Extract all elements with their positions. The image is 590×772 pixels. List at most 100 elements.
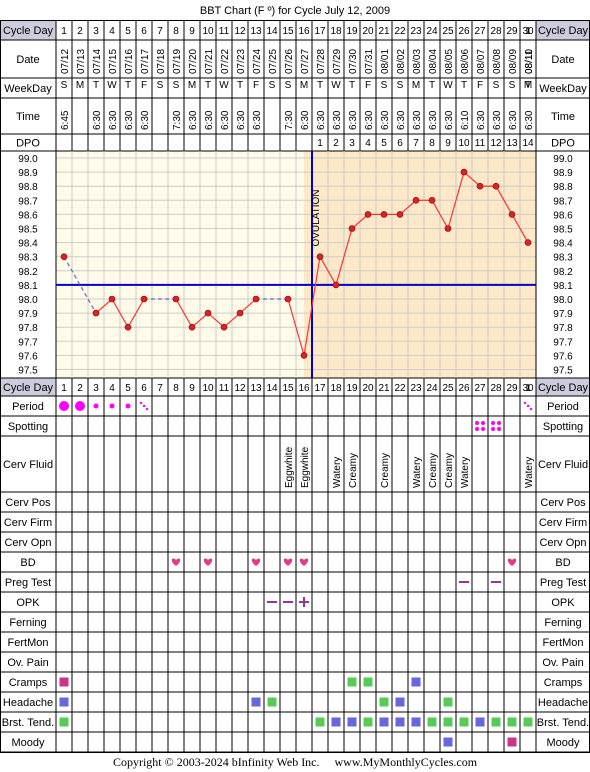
temp-point-day-17: [316, 253, 324, 261]
cycle-day-15: 15: [282, 26, 294, 37]
weekday-7: S: [157, 80, 164, 91]
brst_tend-mark-day-20: [363, 717, 373, 727]
bd-heart-day-10: [203, 558, 213, 566]
cycle-day-1: 1: [61, 26, 67, 37]
cycle-day-22: 22: [394, 26, 406, 37]
brst_tend-mark-day-23: [411, 717, 421, 727]
cycle-day-lower-25: 25: [442, 383, 454, 394]
time-10: 6:30: [204, 110, 215, 130]
date-4: 07/15: [108, 49, 119, 74]
date-3: 07/14: [92, 49, 103, 74]
cycle-day-lower-7: 7: [157, 383, 163, 394]
temp-segment: [447, 171, 465, 229]
headache-mark-day-1: [59, 697, 69, 707]
row-label-left-ferning: Ferning: [9, 617, 46, 629]
time-19: 6:30: [348, 110, 359, 130]
period-light-day-3: [93, 403, 99, 409]
date-28: 08/08: [492, 49, 503, 74]
date-10: 07/21: [204, 49, 215, 74]
bd-heart-day-15: [283, 558, 293, 566]
row-label-right-moody: Moody: [546, 737, 580, 749]
dpo-26: 10: [458, 138, 470, 149]
time-5: 6:30: [124, 110, 135, 130]
cycle-day-lower-3: 3: [93, 383, 99, 394]
time-18: 6:30: [332, 110, 343, 130]
spotting-day-27: [481, 421, 485, 425]
cycle-day-8: 8: [173, 26, 179, 37]
brst_tend-mark-day-27: [475, 717, 485, 727]
cycle-day-13: 13: [250, 26, 262, 37]
brst_tend-mark-day-28: [491, 717, 501, 727]
weekday-26: T: [461, 80, 467, 91]
cycle-day-10: 10: [202, 26, 214, 37]
cycle-day-lower-2: 2: [77, 383, 83, 394]
cycle-day-lower-24: 24: [426, 383, 438, 394]
date-11: 07/22: [220, 49, 231, 74]
row-label-right-bd: BD: [555, 557, 570, 569]
temp-segment: [463, 171, 481, 187]
row-label-left-cycle_day: Cycle Day: [3, 25, 54, 37]
temp-point-day-5: [124, 323, 132, 331]
ytick-right-3: 98.7: [553, 196, 573, 207]
headache-mark-day-21: [379, 697, 389, 707]
period-spot-day-6: [145, 407, 149, 411]
row-label-right-cerv_firm: Cerv Firm: [539, 517, 587, 529]
cycle-day-lower-10: 10: [202, 383, 214, 394]
cycle-day-lower-14: 14: [266, 383, 278, 394]
weekday-21: S: [381, 80, 388, 91]
date-26: 08/06: [460, 49, 471, 74]
row-label-right-weekday: WeekDay: [539, 83, 587, 95]
weekday-11: W: [219, 80, 229, 91]
time-15: 7:30: [284, 110, 295, 130]
temp-point-day-15: [284, 295, 292, 303]
row-label-left-weekday: WeekDay: [4, 83, 52, 95]
cycle-day-26: 26: [458, 26, 470, 37]
cycle-day-16: 16: [298, 26, 310, 37]
temp-point-day-29: [508, 211, 516, 218]
cerv-fluid-24: Creamy: [428, 453, 439, 488]
dpo-29: 13: [506, 138, 518, 149]
temp-segment: [223, 312, 241, 328]
ytick-right-11: 97.9: [553, 309, 573, 320]
date-25: 08/05: [444, 49, 455, 74]
weekday-3: T: [93, 80, 99, 91]
temp-point-day-9: [188, 323, 196, 331]
date-2: 07/13: [76, 49, 87, 74]
cycle-day-11: 11: [219, 26, 230, 37]
cycle-day-lower-30: 30: [522, 383, 534, 394]
temp-segment: [191, 312, 209, 328]
date-30: 08/10: [524, 49, 535, 74]
bd-heart-day-13: [251, 558, 261, 566]
cycle-day-lower-12: 12: [234, 383, 246, 394]
weekday-12: T: [237, 80, 243, 91]
cycle-day-21: 21: [378, 26, 390, 37]
cycle-day-lower-4: 4: [109, 383, 115, 394]
spotting-day-28: [497, 421, 501, 425]
date-29: 08/09: [508, 49, 519, 74]
date-6: 07/17: [140, 49, 151, 74]
temp-segment: [319, 256, 337, 286]
row-label-left-brst_tend: Brst. Tend.: [2, 717, 54, 729]
dpo-21: 5: [381, 138, 387, 149]
date-17: 07/28: [316, 49, 327, 74]
cycle-day-30: 30: [522, 26, 534, 37]
temp-segment: [351, 213, 369, 229]
ytick-left-12: 97.8: [18, 323, 38, 334]
row-label-left-preg_test: Preg Test: [5, 577, 51, 589]
weekday-24: T: [429, 80, 435, 91]
cycle-day-lower-15: 15: [282, 383, 294, 394]
brst_tend-mark-day-18: [331, 717, 341, 727]
temp-segment: [127, 298, 145, 328]
row-label-left-cerv_firm: Cerv Firm: [4, 517, 52, 529]
brst_tend-mark-day-24: [427, 717, 437, 727]
time-27: 6:30: [476, 110, 487, 130]
cerv-fluid-23: Watery: [412, 457, 423, 488]
row-label-left-spotting: Spotting: [8, 421, 48, 433]
temp-segment: [303, 256, 321, 356]
ytick-left-6: 98.4: [18, 239, 38, 250]
period-spot-day-31: [529, 407, 533, 411]
row-label-right-ferning: Ferning: [544, 617, 581, 629]
temp-segment: [511, 214, 529, 243]
dpo-20: 4: [365, 138, 371, 149]
